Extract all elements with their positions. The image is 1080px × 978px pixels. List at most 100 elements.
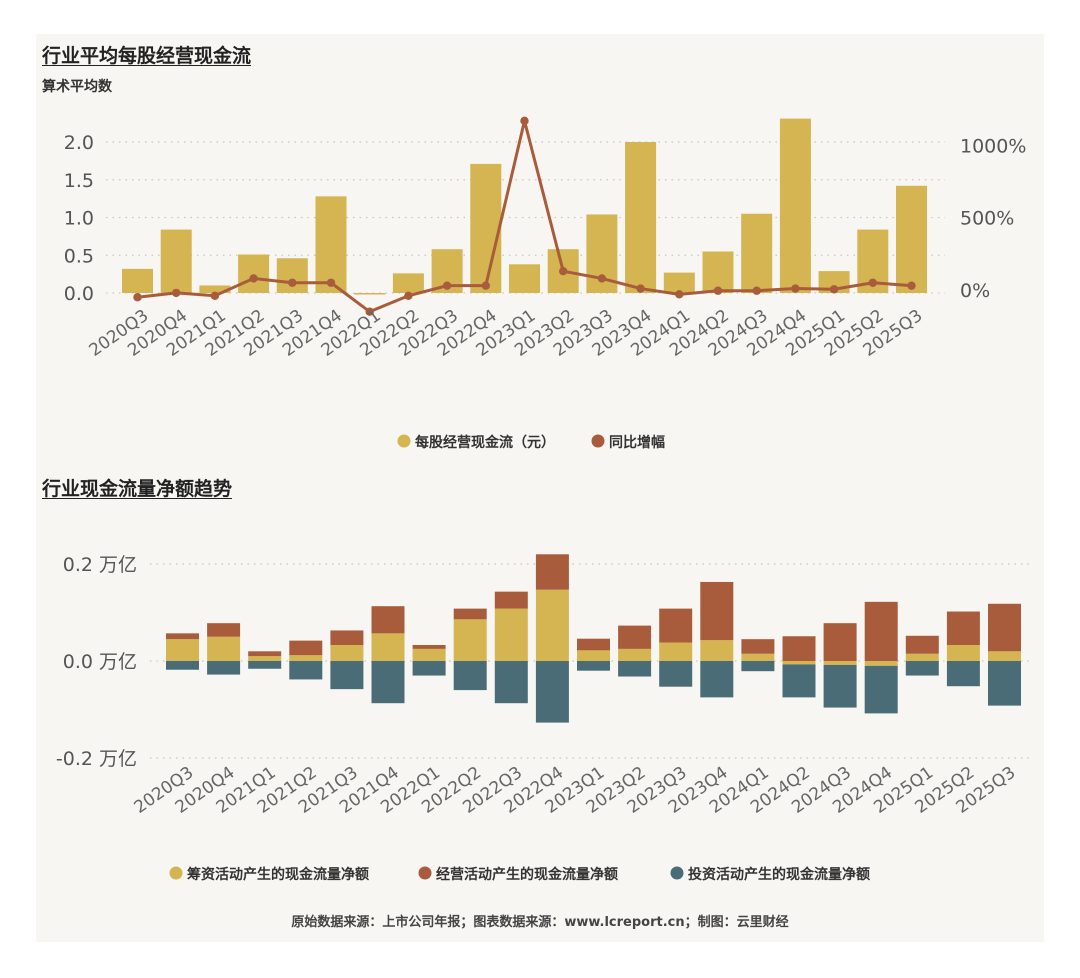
investing-bar-2023Q1	[577, 661, 610, 671]
bar-2023Q4	[625, 142, 657, 293]
bar-2023Q1	[509, 264, 540, 293]
chart1-subtitle: 算术平均数	[42, 79, 112, 95]
operating-bar-2023Q2	[618, 625, 652, 649]
investing-bar-2021Q1	[248, 661, 282, 669]
financing-bar-2022Q4	[535, 589, 569, 661]
yoy-point-2025Q2	[868, 278, 877, 287]
legend-swatch-1	[418, 866, 432, 880]
yoy-point-2023Q2	[559, 267, 568, 276]
financing-bar-2023Q3	[659, 642, 693, 661]
y-tick-label: 0.2 万亿	[63, 554, 137, 576]
financing-bar-2025Q1	[905, 653, 939, 661]
yoy-point-2022Q4	[481, 281, 490, 290]
y-tick-label: 2.0	[64, 132, 94, 154]
legend-label-2: 投资活动产生的现金流量净额	[688, 866, 870, 883]
financing-bar-2025Q3	[988, 651, 1021, 661]
investing-bar-2024Q1	[741, 661, 775, 672]
financing-bar-2022Q3	[494, 608, 528, 661]
financing-bar-2024Q4	[864, 661, 898, 666]
chart1-svg: 0.00.51.01.52.00%500%1000%2020Q32020Q420…	[64, 116, 1026, 451]
yoy-point-2023Q3	[597, 274, 607, 283]
bar-2021Q2	[238, 254, 270, 293]
operating-bar-2023Q1	[577, 638, 610, 651]
investing-bar-2022Q1	[412, 661, 446, 676]
investing-bar-2023Q2	[618, 661, 652, 677]
bar-2024Q1	[663, 272, 695, 293]
y2-tick-label: 0%	[960, 280, 990, 302]
yoy-point-2022Q1	[365, 307, 374, 316]
operating-bar-2021Q1	[248, 651, 282, 657]
bar-2024Q4	[779, 118, 811, 293]
investing-bar-2023Q4	[700, 661, 734, 698]
investing-bar-2020Q4	[207, 661, 241, 675]
financing-bar-2024Q2	[782, 661, 816, 665]
legend-swatch-bar	[397, 434, 411, 448]
financing-bar-2023Q2	[618, 648, 652, 661]
operating-bar-2022Q1	[412, 644, 446, 649]
chart2-title: 行业现金流量净额趋势	[42, 478, 233, 500]
bar-2024Q3	[741, 213, 773, 293]
yoy-point-2021Q2	[249, 274, 258, 283]
investing-bar-2021Q4	[371, 661, 405, 704]
financing-bar-2023Q1	[577, 650, 610, 661]
bar-2021Q1	[199, 285, 231, 293]
y-tick-label: 1.0	[64, 208, 94, 230]
operating-bar-2024Q2	[782, 636, 816, 661]
chart1-title: 行业平均每股经营现金流	[42, 45, 252, 67]
financing-bar-2021Q4	[371, 633, 405, 661]
operating-bar-2021Q2	[289, 640, 323, 656]
financing-bar-2024Q3	[823, 661, 857, 665]
bar-2020Q3	[122, 268, 153, 293]
investing-bar-2025Q1	[905, 661, 939, 676]
operating-bar-2022Q3	[494, 591, 528, 609]
financing-bar-2024Q1	[741, 653, 775, 661]
operating-bar-2021Q4	[371, 606, 405, 634]
financing-bar-2021Q2	[289, 655, 323, 661]
operating-bar-2022Q4	[535, 554, 569, 590]
financing-bar-2023Q4	[700, 640, 734, 661]
y-tick-label: 0.0 万亿	[63, 651, 137, 673]
operating-bar-2022Q2	[453, 608, 487, 620]
bar-2025Q3	[896, 185, 927, 293]
legend-label-1: 经营活动产生的现金流量净额	[436, 866, 618, 883]
operating-bar-2020Q3	[166, 633, 199, 640]
investing-bar-2021Q2	[289, 661, 323, 680]
investing-bar-2025Q3	[988, 661, 1021, 706]
investing-bar-2025Q2	[946, 661, 980, 687]
operating-bar-2025Q1	[905, 635, 939, 654]
operating-bar-2024Q1	[741, 639, 775, 654]
financing-bar-2025Q2	[946, 644, 980, 661]
operating-bar-2021Q3	[330, 630, 364, 645]
bar-2022Q2	[392, 273, 424, 293]
operating-bar-2025Q2	[946, 611, 980, 645]
legend-label-0: 筹资活动产生的现金流量净额	[187, 866, 369, 883]
yoy-point-2021Q3	[288, 278, 297, 287]
financing-bar-2022Q1	[412, 648, 446, 661]
financing-bar-2020Q4	[207, 636, 241, 661]
operating-bar-2023Q4	[700, 581, 734, 641]
y-tick-label: 0.5	[64, 245, 94, 267]
bar-2022Q1	[354, 293, 386, 295]
footer-source: 原始数据来源：上市公司年报；图表数据来源：www.lcreport.cn；制图：…	[291, 915, 789, 930]
financing-bar-2021Q1	[248, 656, 282, 661]
yoy-point-2025Q3	[907, 281, 916, 290]
y-tick-label: 1.5	[64, 170, 94, 192]
y2-tick-label: 500%	[960, 208, 1014, 230]
legend-swatch-0	[169, 866, 183, 880]
bar-2021Q3	[276, 258, 308, 293]
investing-bar-2024Q4	[864, 665, 898, 714]
investing-bar-2020Q3	[166, 661, 199, 670]
yoy-point-2020Q4	[172, 288, 181, 298]
legend-swatch-2	[670, 866, 684, 880]
investing-bar-2024Q3	[823, 664, 857, 708]
financing-bar-2021Q3	[330, 644, 364, 661]
investing-bar-2022Q2	[453, 661, 487, 691]
yoy-point-2020Q3	[133, 293, 142, 302]
investing-bar-2021Q3	[330, 661, 364, 690]
yoy-point-2021Q4	[326, 278, 336, 287]
yoy-point-2021Q1	[210, 291, 220, 300]
operating-bar-2024Q3	[823, 623, 857, 661]
bar-2021Q4	[315, 196, 347, 293]
y2-tick-label: 1000%	[960, 135, 1026, 157]
legend-label-bar: 每股经营现金流（元）	[415, 434, 555, 451]
